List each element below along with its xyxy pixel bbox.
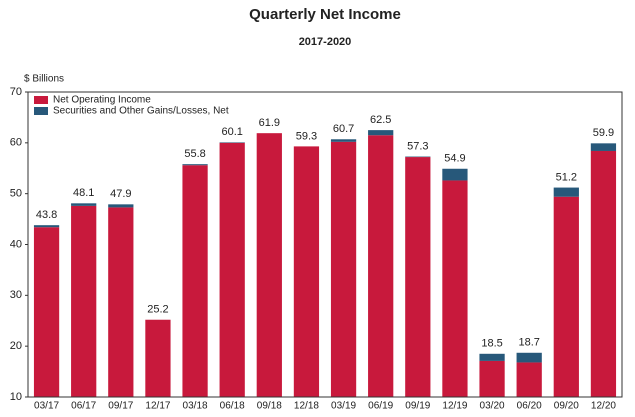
x-tick-label: 06/18 xyxy=(220,401,245,412)
x-tick-label: 09/19 xyxy=(405,401,430,412)
y-axis-label: $ Billions xyxy=(24,74,64,85)
bar-segment xyxy=(71,205,97,397)
bar-segment xyxy=(553,196,579,397)
data-label: 62.5 xyxy=(370,114,391,126)
y-tick-label: 10 xyxy=(10,391,22,403)
x-tick-label: 09/20 xyxy=(554,401,579,412)
data-label: 55.8 xyxy=(184,148,205,160)
bar-segment xyxy=(145,319,171,397)
legend-swatch xyxy=(34,96,48,104)
bar-segment xyxy=(182,164,208,166)
bar-segment xyxy=(330,141,357,397)
bar-segment xyxy=(219,142,245,143)
bar-segment xyxy=(33,225,60,228)
data-label: 59.3 xyxy=(296,130,317,142)
y-tick-label: 20 xyxy=(10,340,22,352)
x-tick-label: 12/19 xyxy=(442,401,467,412)
bar-segment xyxy=(405,157,431,397)
bar-segment xyxy=(219,142,245,397)
y-tick-label: 50 xyxy=(10,188,22,200)
bar-segment xyxy=(108,207,134,397)
x-tick-label: 03/20 xyxy=(480,401,505,412)
legend-swatch xyxy=(34,107,48,115)
x-tick-label: 03/18 xyxy=(183,401,208,412)
bar-segment xyxy=(479,360,505,397)
x-tick-label: 03/17 xyxy=(34,401,59,412)
x-tick-label: 12/17 xyxy=(145,401,170,412)
bar-segment xyxy=(442,168,468,181)
x-tick-label: 09/17 xyxy=(108,401,133,412)
data-label: 43.8 xyxy=(36,209,57,221)
x-tick-label: 06/17 xyxy=(71,401,96,412)
x-tick-label: 12/18 xyxy=(294,401,319,412)
y-tick-label: 30 xyxy=(10,289,22,301)
bar-segment xyxy=(516,362,542,397)
plot-frame xyxy=(27,91,623,398)
x-tick-label: 03/19 xyxy=(331,401,356,412)
bar-segment xyxy=(368,130,394,136)
data-label: 18.5 xyxy=(481,338,502,350)
y-tick-label: 70 xyxy=(10,86,22,98)
y-tick-label: 60 xyxy=(10,137,22,149)
bar-segment xyxy=(108,204,134,208)
data-label: 59.9 xyxy=(593,127,614,139)
bar-segment xyxy=(330,139,357,142)
bar-segment xyxy=(442,180,468,397)
data-label: 60.1 xyxy=(221,126,242,138)
legend-label: Securities and Other Gains/Losses, Net xyxy=(53,106,229,117)
data-label: 51.2 xyxy=(556,171,577,183)
data-label: 57.3 xyxy=(407,140,428,152)
x-tick-label: 12/20 xyxy=(591,401,616,412)
bar-segment xyxy=(33,227,60,397)
x-tick-label: 06/19 xyxy=(368,401,393,412)
y-tick-label: 40 xyxy=(10,238,22,250)
bar-segment xyxy=(256,133,282,398)
bar-segment xyxy=(590,150,617,397)
bar-segment xyxy=(479,353,505,361)
x-tick-label: 09/18 xyxy=(257,401,282,412)
data-label: 54.9 xyxy=(444,153,465,165)
bar-segment xyxy=(368,135,394,398)
data-label: 18.7 xyxy=(518,337,539,349)
bar-segment xyxy=(516,352,542,363)
bar-segment xyxy=(590,143,617,151)
bar-segment xyxy=(182,165,208,397)
chart-title: Quarterly Net Income xyxy=(249,6,401,23)
bar-segment xyxy=(553,187,579,197)
legend-label: Net Operating Income xyxy=(53,95,151,106)
bar-segment xyxy=(71,203,97,206)
data-label: 48.1 xyxy=(73,187,94,199)
bar-segment xyxy=(405,156,431,158)
data-label: 47.9 xyxy=(110,188,131,200)
chart-subtitle: 2017-2020 xyxy=(299,36,352,48)
x-tick-label: 06/20 xyxy=(517,401,542,412)
data-label: 61.9 xyxy=(259,117,280,129)
data-label: 60.7 xyxy=(333,123,354,135)
data-label: 25.2 xyxy=(147,304,168,316)
bar-segment xyxy=(293,146,320,397)
